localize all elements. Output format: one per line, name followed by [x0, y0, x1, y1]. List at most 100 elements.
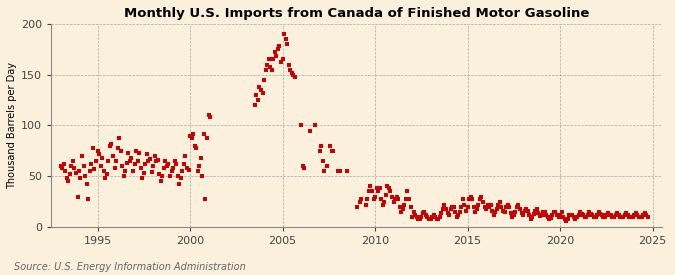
Point [296, 123, 306, 128]
Point [414, 217, 425, 221]
Point [64, 172, 75, 176]
Point [334, 169, 345, 173]
Point [442, 211, 453, 215]
Point [641, 213, 652, 217]
Point [485, 202, 496, 207]
Point [267, 67, 277, 72]
Point [376, 196, 387, 201]
Point [100, 176, 111, 180]
Point [456, 205, 467, 209]
Point [604, 213, 615, 217]
Y-axis label: Thousand Barrels per Day: Thousand Barrels per Day [7, 62, 17, 189]
Point [140, 162, 151, 166]
Point [473, 202, 484, 207]
Point [620, 213, 630, 217]
Point [192, 169, 203, 173]
Point [328, 149, 339, 153]
Point [536, 213, 547, 217]
Point [500, 210, 510, 214]
Point [453, 213, 464, 217]
Point [161, 164, 172, 168]
Point [254, 85, 265, 89]
Point [452, 215, 462, 219]
Point [560, 217, 570, 221]
Point [573, 213, 584, 217]
Point [421, 213, 431, 217]
Point [316, 144, 327, 148]
Point [618, 215, 629, 219]
Point [134, 151, 144, 155]
Point [627, 215, 638, 219]
Point [109, 166, 120, 170]
Point [256, 88, 267, 92]
Point [587, 213, 598, 217]
Point [368, 196, 379, 201]
Point [634, 215, 645, 219]
Point [610, 213, 621, 217]
Point [80, 174, 90, 178]
Point [533, 211, 544, 215]
Point [596, 213, 607, 217]
Point [598, 215, 609, 219]
Point [111, 159, 122, 163]
Point [458, 196, 468, 201]
Point [310, 123, 321, 128]
Point [58, 162, 69, 166]
Point [637, 215, 647, 219]
Point [464, 196, 475, 201]
Point [117, 164, 128, 168]
Point [433, 217, 443, 221]
Point [514, 207, 525, 211]
Point [82, 182, 92, 186]
Point [507, 215, 518, 219]
Point [185, 133, 196, 138]
Point [171, 162, 182, 166]
Point [371, 186, 382, 191]
Point [86, 162, 97, 166]
Point [413, 217, 424, 221]
Point [399, 202, 410, 207]
Point [475, 196, 485, 201]
Point [639, 211, 650, 215]
Point [360, 202, 371, 207]
Point [268, 57, 279, 62]
Point [57, 166, 68, 170]
Point [392, 194, 402, 199]
Point [470, 210, 481, 214]
Point [430, 215, 441, 219]
Point [342, 169, 353, 173]
Point [643, 215, 653, 219]
Point [299, 166, 310, 170]
Point [572, 215, 583, 219]
Point [410, 213, 421, 217]
Point [554, 215, 564, 219]
Point [205, 115, 215, 120]
Point [436, 211, 447, 215]
Point [626, 215, 637, 219]
Point [590, 215, 601, 219]
Point [417, 211, 428, 215]
Point [471, 207, 482, 211]
Point [621, 211, 632, 215]
Point [545, 216, 556, 220]
Point [556, 210, 567, 214]
Point [595, 212, 605, 216]
Point [55, 164, 66, 168]
Point [364, 189, 375, 194]
Point [495, 199, 506, 204]
Point [519, 208, 530, 213]
Point [130, 149, 141, 153]
Point [496, 205, 507, 209]
Point [388, 199, 399, 204]
Point [373, 189, 383, 194]
Point [66, 164, 77, 168]
Point [132, 159, 143, 163]
Point [107, 154, 118, 158]
Point [281, 42, 292, 46]
Point [203, 113, 214, 117]
Point [450, 210, 460, 214]
Point [126, 156, 137, 160]
Point [265, 64, 275, 69]
Point [605, 213, 616, 217]
Point [491, 207, 502, 211]
